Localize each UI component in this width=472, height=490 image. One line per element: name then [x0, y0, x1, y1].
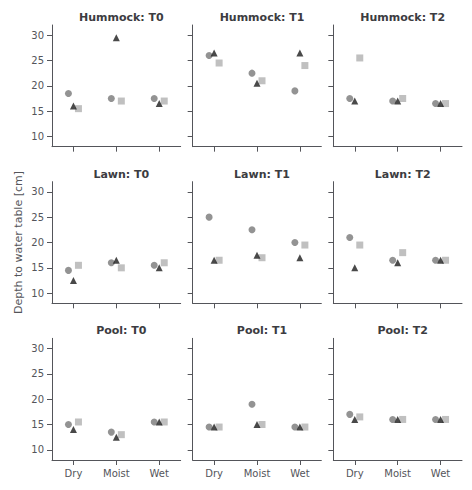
svg-text:Dry: Dry — [65, 468, 83, 479]
svg-text:Pool: T0: Pool: T0 — [96, 324, 147, 337]
svg-text:25: 25 — [31, 368, 44, 379]
svg-text:30: 30 — [31, 186, 44, 197]
svg-text:25: 25 — [31, 212, 44, 223]
svg-text:Lawn: T2: Lawn: T2 — [375, 168, 431, 181]
svg-text:10: 10 — [31, 288, 44, 299]
svg-text:15: 15 — [31, 106, 44, 117]
svg-text:Wet: Wet — [290, 468, 309, 479]
svg-text:Moist: Moist — [384, 468, 411, 479]
svg-text:Hummock: T1: Hummock: T1 — [220, 11, 305, 24]
svg-text:20: 20 — [31, 394, 44, 405]
svg-text:Wet: Wet — [150, 468, 169, 479]
svg-text:30: 30 — [31, 30, 44, 41]
svg-text:Pool: T1: Pool: T1 — [237, 324, 287, 337]
svg-text:30: 30 — [31, 343, 44, 354]
svg-text:Pool: T2: Pool: T2 — [377, 324, 427, 337]
svg-text:15: 15 — [31, 262, 44, 273]
svg-text:10: 10 — [31, 444, 44, 455]
svg-text:Moist: Moist — [244, 468, 271, 479]
svg-text:Dry: Dry — [205, 468, 223, 479]
svg-text:Moist: Moist — [103, 468, 130, 479]
svg-text:Wet: Wet — [431, 468, 450, 479]
svg-text:15: 15 — [31, 419, 44, 430]
svg-text:25: 25 — [31, 55, 44, 66]
svg-text:Lawn: T0: Lawn: T0 — [93, 168, 149, 181]
svg-text:10: 10 — [31, 131, 44, 142]
svg-text:20: 20 — [31, 237, 44, 248]
svg-text:Hummock: T2: Hummock: T2 — [360, 11, 445, 24]
svg-text:20: 20 — [31, 80, 44, 91]
svg-text:Dry: Dry — [346, 468, 364, 479]
svg-text:Depth to water table [cm]: Depth to water table [cm] — [12, 171, 25, 314]
svg-text:Hummock: T0: Hummock: T0 — [79, 11, 164, 24]
svg-text:Lawn: T1: Lawn: T1 — [234, 168, 290, 181]
